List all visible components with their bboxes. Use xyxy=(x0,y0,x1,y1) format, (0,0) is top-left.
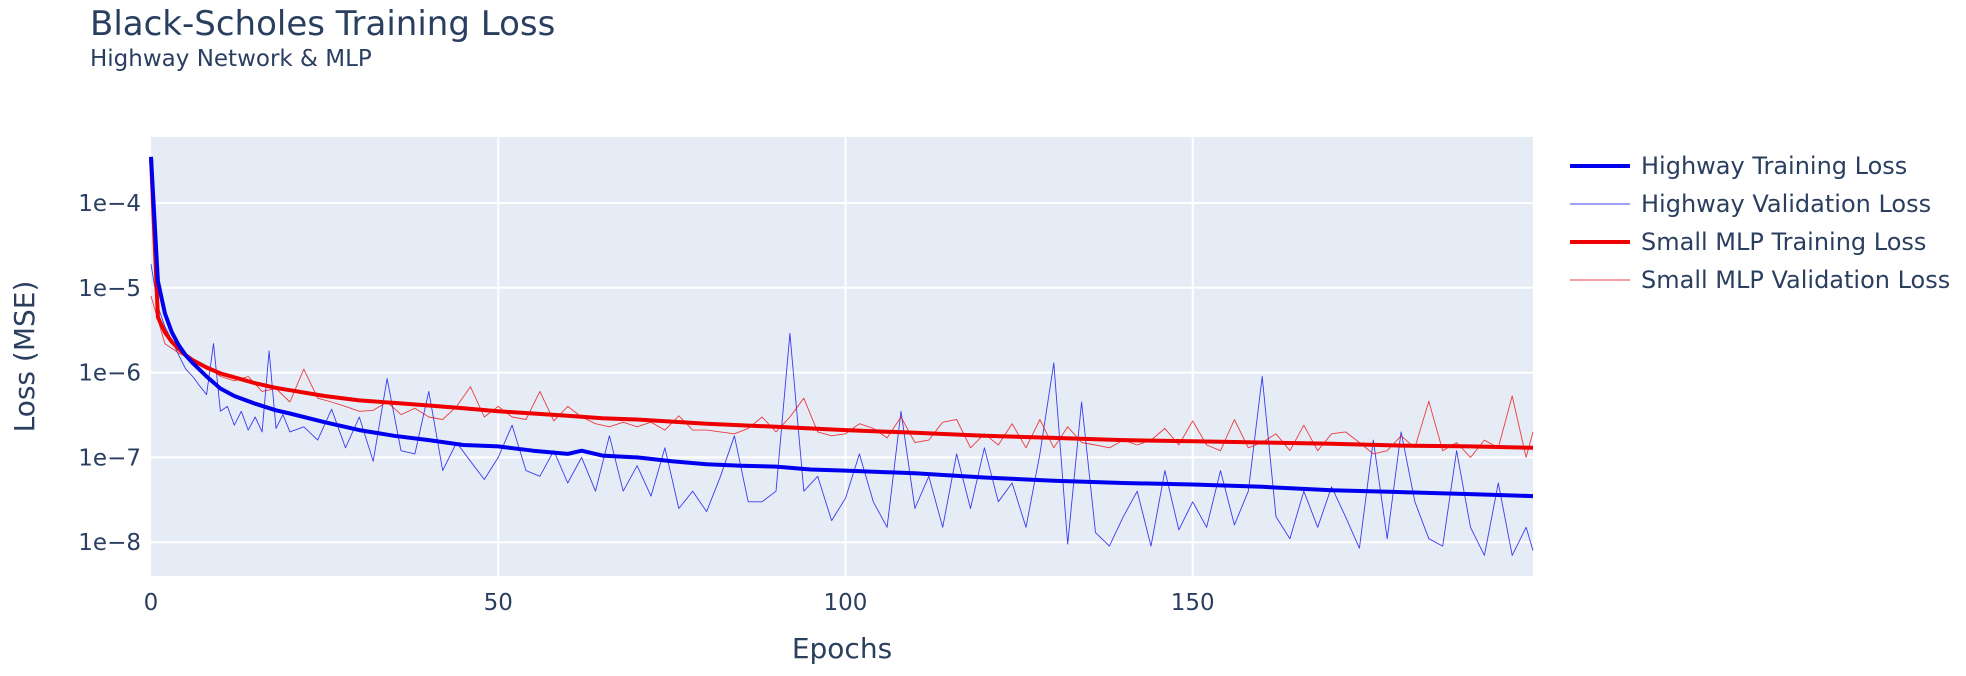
series-line-1 xyxy=(150,264,1534,556)
chart-subtitle: Highway Network & MLP xyxy=(90,46,372,72)
x-tick-label: 150 xyxy=(1171,590,1215,616)
y-tick-label: 1e−5 xyxy=(78,276,141,302)
legend-label: Highway Training Loss xyxy=(1641,152,1907,180)
y-axis-title: Loss (MSE) xyxy=(8,281,41,433)
legend-label: Small MLP Training Loss xyxy=(1641,228,1926,256)
y-tick-label: 1e−8 xyxy=(78,530,141,556)
grid-lines xyxy=(151,137,1533,576)
axis-ticks: 0 50 100 150 1e−8 1e−7 1e−6 1e−5 1e−4 xyxy=(78,191,1214,616)
legend-label: Highway Validation Loss xyxy=(1641,190,1931,218)
legend-item[interactable]: Small MLP Validation Loss xyxy=(1570,266,1950,294)
x-tick-label: 100 xyxy=(824,590,868,616)
y-tick-label: 1e−7 xyxy=(78,445,141,471)
legend[interactable]: Highway Training Loss Highway Validation … xyxy=(1570,152,1950,294)
plot-area xyxy=(151,137,1533,576)
legend-label: Small MLP Validation Loss xyxy=(1641,266,1950,294)
legend-item[interactable]: Highway Validation Loss xyxy=(1570,190,1931,218)
x-axis-title: Epochs xyxy=(792,632,892,665)
series-line-0 xyxy=(149,156,1534,499)
y-tick-label: 1e−4 xyxy=(78,191,141,217)
series-line-3 xyxy=(150,295,1534,458)
legend-item[interactable]: Small MLP Training Loss xyxy=(1570,228,1926,256)
legend-item[interactable]: Highway Training Loss xyxy=(1570,152,1907,180)
x-tick-label: 0 xyxy=(144,590,159,616)
chart-title: Black-Scholes Training Loss xyxy=(90,4,556,44)
series-lines xyxy=(149,156,1534,556)
y-tick-label: 1e−6 xyxy=(78,361,141,387)
x-tick-label: 50 xyxy=(484,590,513,616)
